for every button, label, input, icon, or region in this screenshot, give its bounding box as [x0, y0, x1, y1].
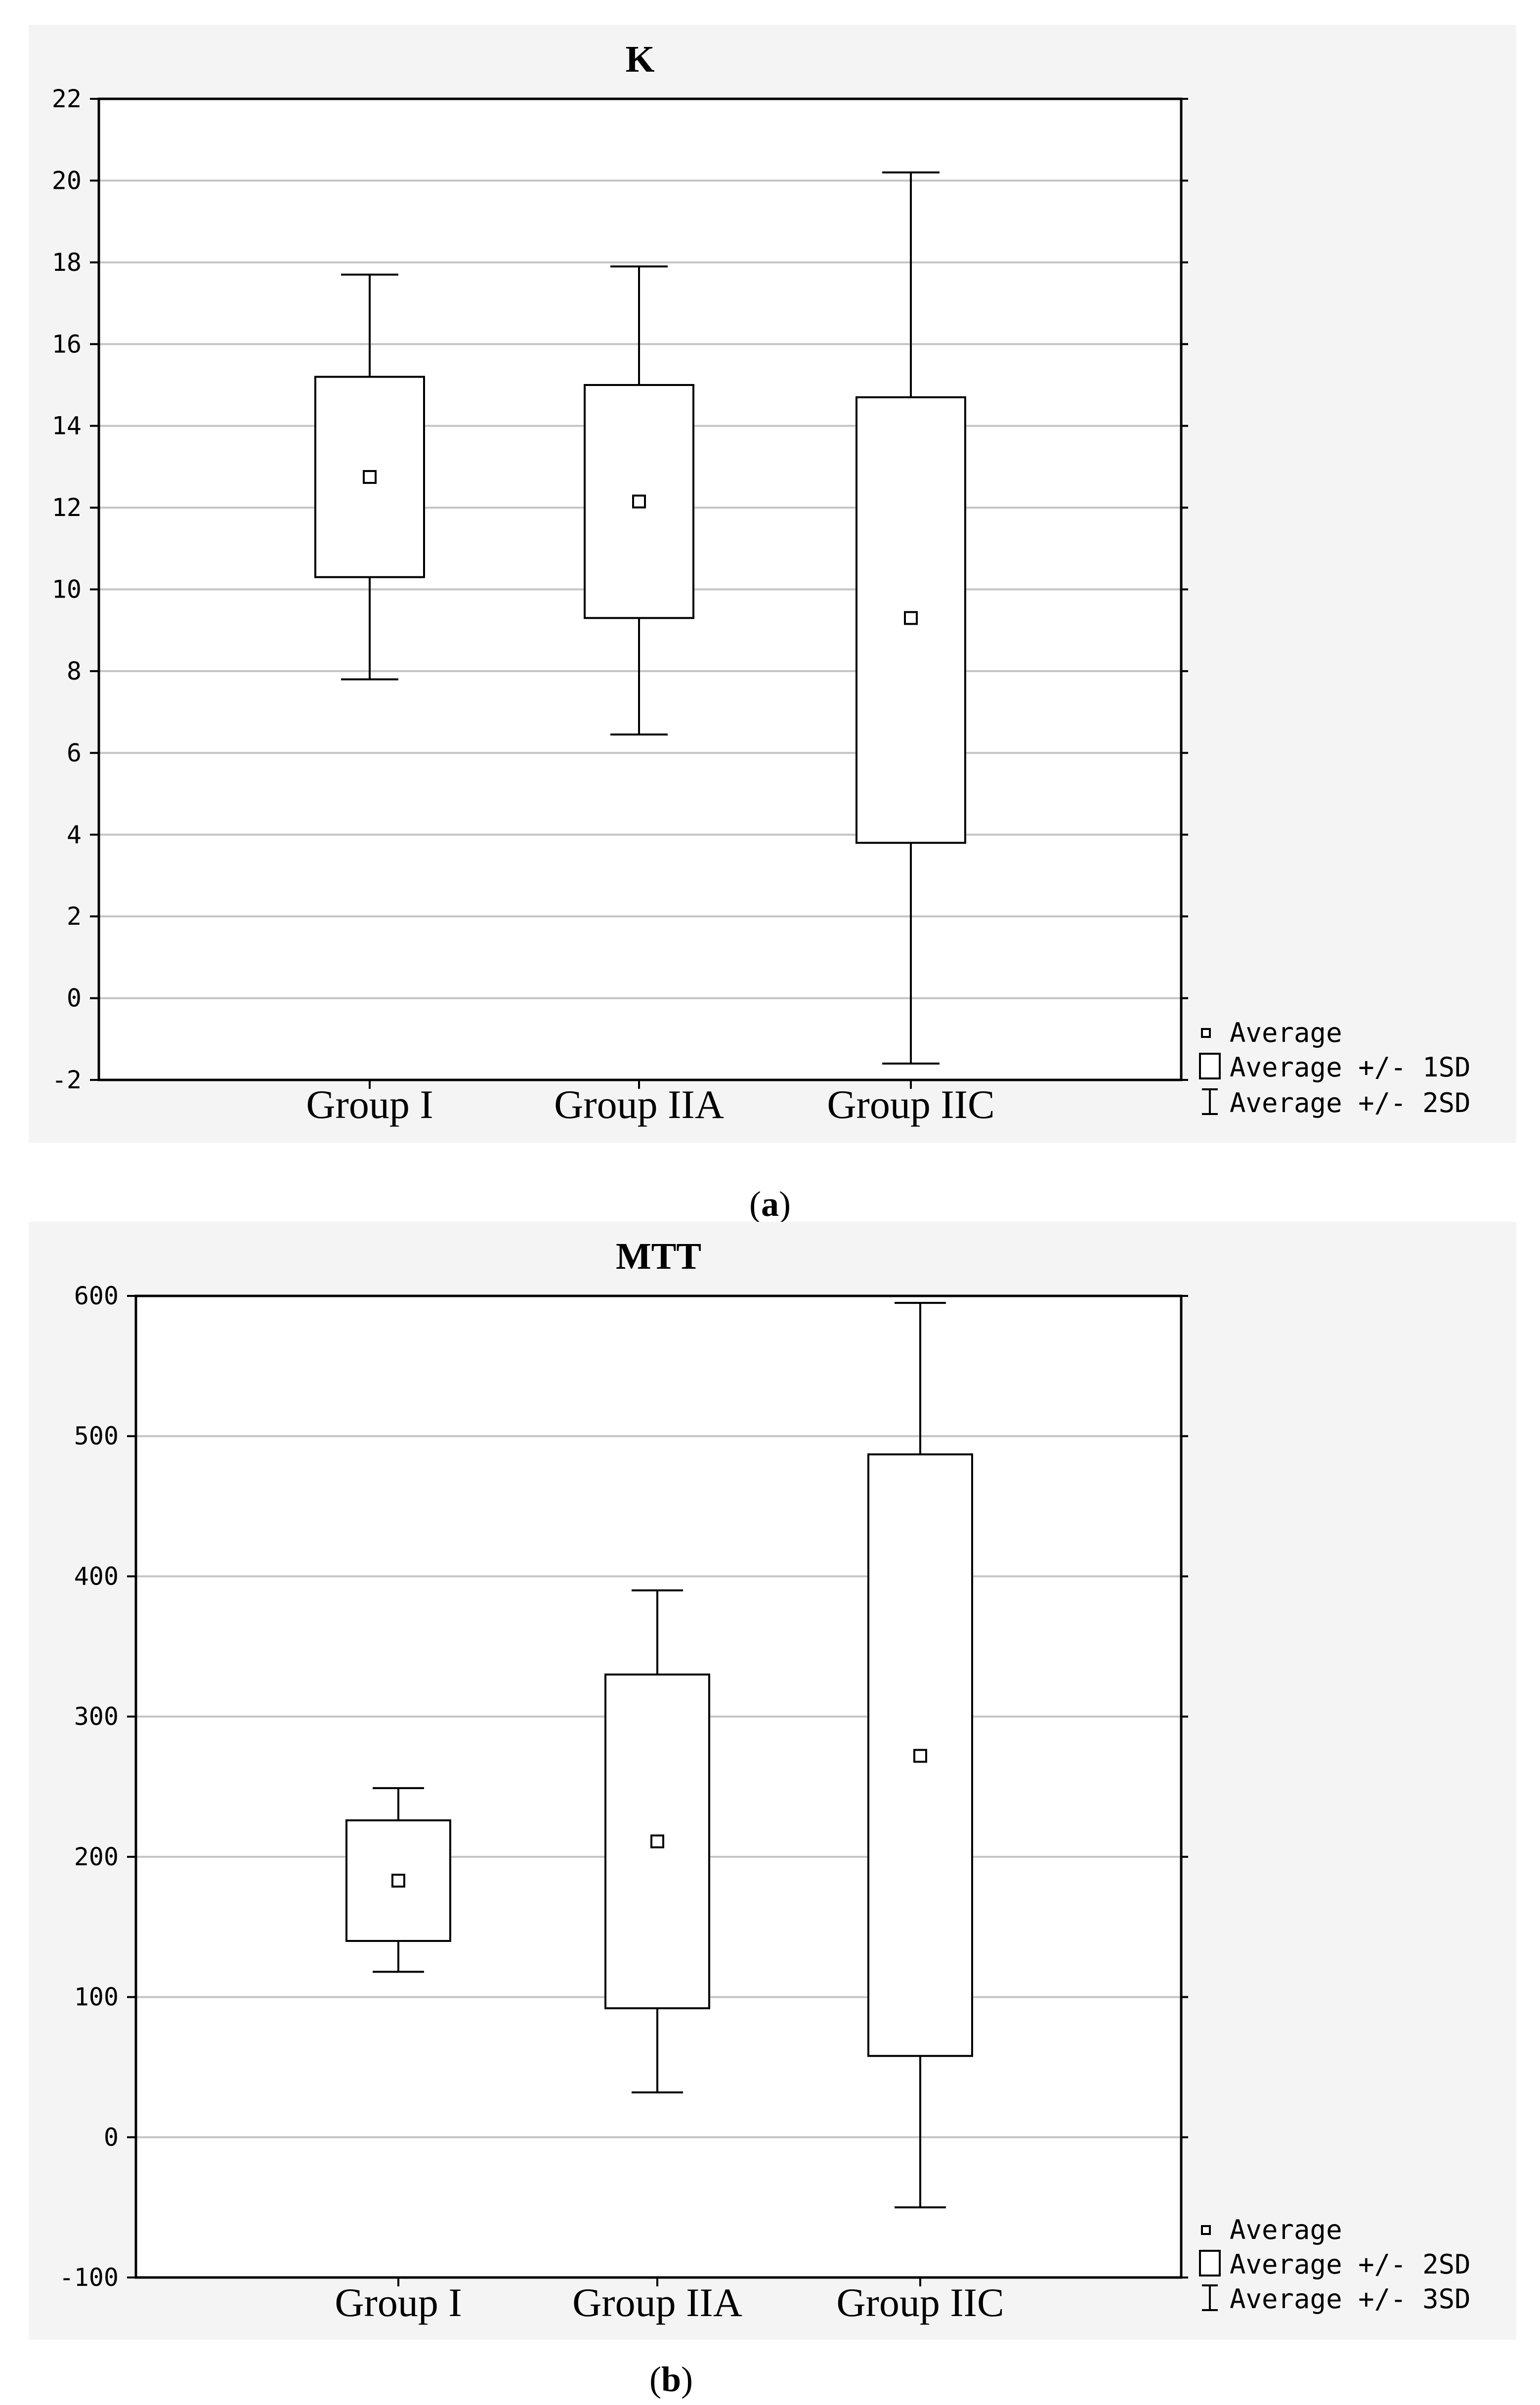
panel-b-y-tick-label: -100	[59, 2263, 119, 2292]
panel-b-y-tick-label: 600	[74, 1282, 119, 1310]
panel-a-caption: (a)	[749, 1184, 791, 1224]
panel-b-legend-box-icon	[1199, 2250, 1221, 2276]
panel-a-y-tick-label: 6	[67, 738, 82, 767]
panel-a-title: K	[625, 39, 654, 80]
mean-marker	[363, 470, 377, 484]
panel-a-y-tick-label: 20	[52, 166, 82, 195]
mean-marker	[391, 1874, 405, 1888]
panel-a-y-tick-label: 8	[67, 657, 82, 686]
panel-a-box-0	[314, 273, 425, 681]
panel-a: -2 0 2 4 6 8 10 12 14 16 18 20 22 K Group I Group IIA Gr…	[52, 39, 1471, 1127]
panel-b-legend-label: Average +/- 2SD	[1230, 2249, 1471, 2280]
panel-a-y-tick-label: 22	[52, 85, 82, 113]
panel-b-y-tick-label: 200	[74, 1843, 119, 1871]
panel-b-title: MTT	[616, 1236, 701, 1277]
panel-b: -100 0 100 200 300 400 500 600 MTT Group I Group I…	[59, 1236, 1471, 2325]
panel-a-category-label: Group I	[306, 1082, 433, 1127]
panel-a-y-tick-label: 18	[52, 248, 82, 277]
mean-marker	[632, 494, 646, 509]
panel-a-legend-box-icon	[1199, 1053, 1221, 1079]
panel-a-legend-label: Average	[1230, 1017, 1342, 1048]
panel-a-y-tick-label: 16	[52, 330, 82, 358]
panel-b-y-tick-label: 0	[104, 2123, 119, 2151]
panel-a-caption-letter: a	[761, 1184, 779, 1224]
panel-b-caption: (b)	[649, 2360, 693, 2399]
panel-a-box-2	[856, 171, 966, 1065]
panel-b-y-tick-label: 300	[74, 1702, 119, 1731]
panel-b-legend-average-icon	[1201, 2225, 1211, 2235]
panel-b-frame	[134, 1294, 1183, 2279]
panel-b-y-tick-label: 400	[74, 1562, 119, 1590]
panel-b-legend-label: Average	[1230, 2214, 1342, 2245]
panel-a-category-label: Group IIA	[554, 1082, 724, 1127]
panel-b-box-1	[604, 1589, 710, 2094]
panel-b-box-0	[345, 1787, 451, 1973]
panel-a-category-label: Group IIC	[827, 1082, 994, 1127]
panel-b-y-tick-label: 100	[74, 1983, 119, 2012]
panel-a-y-tick-label: 0	[67, 984, 82, 1013]
panel-b-category-label: Group IIC	[836, 2280, 1004, 2325]
panel-b-legend-label: Average +/- 3SD	[1230, 2283, 1471, 2315]
mean-marker	[904, 611, 918, 625]
panel-a-legend-average-icon	[1201, 1028, 1211, 1038]
mean-marker	[913, 1749, 927, 1763]
panel-a-y-tick-label: 14	[52, 412, 82, 440]
panel-b-category-label: Group I	[335, 2280, 462, 2325]
panel-a-y-tick-label: -2	[52, 1066, 82, 1094]
panel-b-y-tick-label: 500	[74, 1422, 119, 1451]
panel-a-y-tick-label: 10	[52, 575, 82, 604]
panel-a-y-tick-label: 12	[52, 493, 82, 522]
panel-b-box-2	[867, 1302, 973, 2209]
panel-a-y-tick-label: 2	[67, 902, 82, 931]
panel-a-y-tick-label: 4	[67, 820, 82, 849]
panel-b-caption-letter: b	[661, 2360, 681, 2399]
panel-a-legend-label: Average +/- 2SD	[1230, 1087, 1471, 1118]
panel-b-category-label: Group IIA	[572, 2280, 742, 2325]
panel-a-box-1	[584, 265, 694, 736]
mean-marker	[650, 1834, 664, 1848]
panel-a-legend-label: Average +/- 1SD	[1230, 1052, 1471, 1083]
